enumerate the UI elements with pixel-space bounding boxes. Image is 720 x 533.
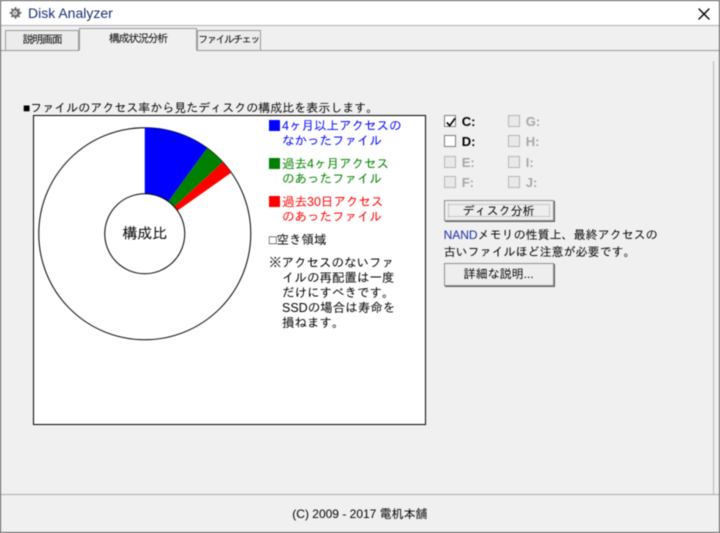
svg-text:構成比: 構成比 [122,226,167,241]
